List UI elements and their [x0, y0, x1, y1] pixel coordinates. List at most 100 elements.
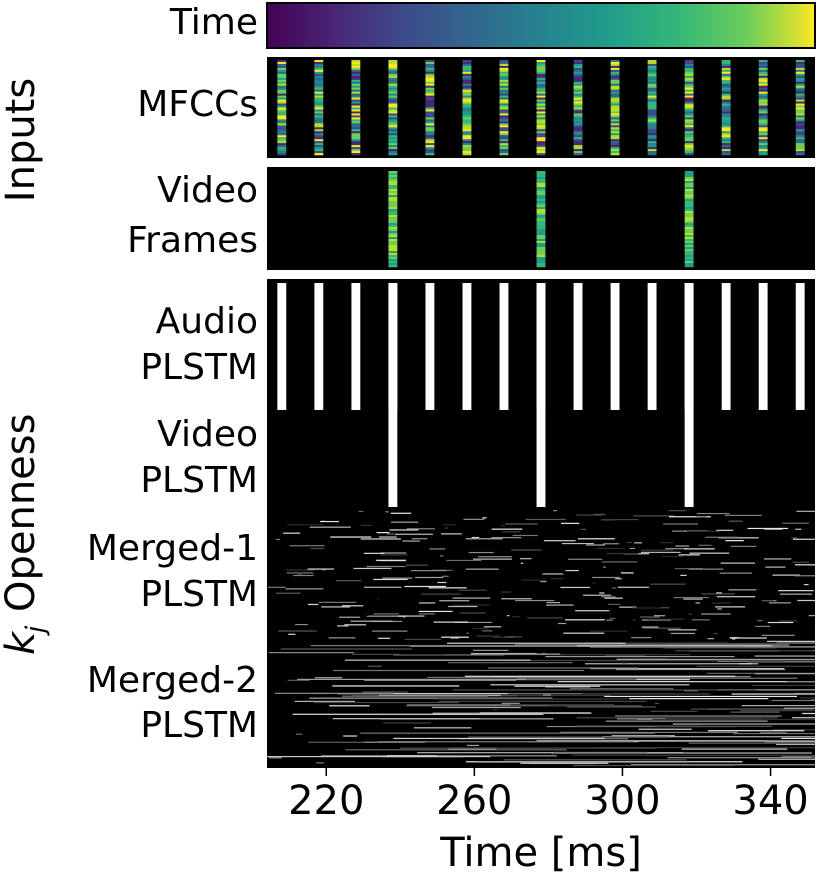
stripe-cell [388, 253, 398, 256]
stripe-cell [536, 87, 546, 90]
stripe-cell [462, 61, 472, 65]
stripe-cell [647, 87, 657, 90]
stripe-cell [795, 131, 805, 134]
stripe-cell [795, 60, 805, 63]
noise-line [517, 677, 798, 679]
stripe-cell [684, 217, 694, 220]
noise-line [267, 755, 491, 758]
stripe-cell [277, 95, 287, 98]
noise-line [711, 602, 731, 604]
noise-line [617, 718, 666, 720]
stripe-cell [314, 153, 324, 156]
noise-line [602, 736, 815, 738]
stripe-cell [314, 81, 324, 85]
stripe-cell [388, 215, 398, 218]
group-label: Inputs [0, 78, 44, 202]
stripe-cell [499, 131, 509, 134]
stripe-cell [388, 137, 398, 140]
pulse-bar [425, 283, 435, 410]
stripe-cell [758, 145, 768, 148]
noise-line [622, 662, 626, 664]
noise-line [393, 654, 505, 656]
stripe-cell [351, 95, 361, 98]
stripe-cell [684, 131, 694, 134]
noise-line [389, 529, 419, 531]
stripe-cell [610, 109, 620, 112]
noise-line [397, 615, 425, 617]
stripe-cell [314, 93, 324, 96]
stripe-cell [684, 95, 694, 98]
noise-line [572, 754, 815, 756]
stripe-cell [351, 143, 361, 146]
stripe-cell [499, 107, 509, 110]
stripe-cell [684, 75, 694, 79]
stripe-cell [277, 133, 287, 136]
stripe-cell [684, 253, 694, 256]
noise-line [615, 578, 622, 580]
stripe-cell [795, 123, 805, 126]
noise-line [668, 510, 687, 512]
stripe-cell [610, 73, 620, 77]
noise-line [367, 665, 382, 667]
noise-line [344, 624, 367, 626]
noise-line [473, 558, 512, 560]
stripe-cell [351, 73, 361, 77]
noise-line [441, 636, 469, 638]
stripe-cell [684, 261, 694, 264]
stripe-cell [684, 247, 694, 250]
stripe-cell [536, 151, 546, 154]
noise-line [362, 691, 409, 693]
stripe-cell [388, 133, 398, 136]
stripe-cell [610, 101, 620, 104]
stripe-cell [499, 119, 509, 122]
stripe-cell [610, 129, 620, 132]
stripe-cell [795, 153, 805, 156]
noise-line [586, 544, 606, 546]
input-stripe [499, 60, 509, 156]
stripe-cell [462, 75, 472, 79]
noise-line [377, 597, 380, 600]
stripe-cell [758, 129, 768, 132]
noise-line [493, 636, 515, 639]
noise-line [599, 592, 605, 594]
noise-line [729, 637, 739, 639]
stripe-cell [499, 135, 509, 138]
stripe-cell [314, 101, 324, 104]
stripe-cell [277, 99, 287, 102]
stripe-cell [573, 81, 583, 85]
stripe-cell [536, 253, 546, 256]
noise-line [377, 637, 391, 639]
noise-line [501, 702, 520, 704]
stripe-cell [610, 139, 620, 142]
noise-line [501, 598, 532, 600]
stripe-cell [684, 255, 694, 258]
stripe-cell [536, 69, 546, 73]
stripe-cell [388, 261, 398, 264]
stripe-cell [721, 60, 731, 63]
stripe-cell [684, 259, 694, 262]
stripe-cell [425, 91, 435, 94]
stripe-cell [462, 145, 472, 148]
noise-line [654, 702, 660, 705]
stripe-cell [758, 111, 768, 114]
stripe-cell [536, 113, 546, 116]
stripe-cell [684, 79, 694, 83]
stripe-cell [758, 119, 768, 122]
noise-line [747, 661, 815, 663]
noise-line [728, 589, 757, 591]
stripe-cell [721, 97, 731, 100]
stripe-cell [795, 115, 805, 118]
stripe-cell [388, 93, 398, 96]
noise-line [641, 549, 674, 551]
stripe-cell [684, 193, 694, 196]
pulse-bar [536, 283, 546, 507]
row-label: Frames [127, 220, 258, 261]
stripe-cell [388, 123, 398, 126]
stripe-cell [536, 99, 546, 102]
stripe-cell [499, 81, 509, 85]
noise-line [380, 552, 407, 554]
stripe-cell [795, 107, 805, 110]
stripe-cell [758, 75, 768, 79]
stripe-cell [277, 139, 287, 142]
stripe-cell [795, 149, 805, 152]
